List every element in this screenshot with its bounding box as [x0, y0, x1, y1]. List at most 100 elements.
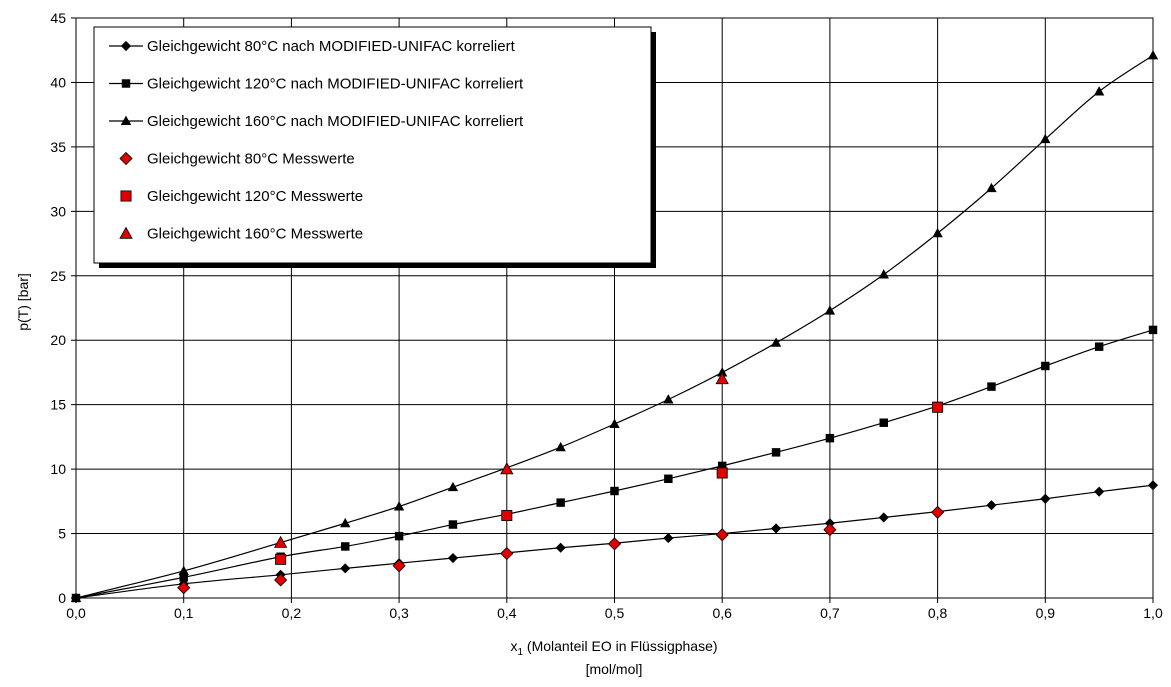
data-point	[556, 498, 565, 507]
y-tick-label: 20	[50, 332, 66, 348]
data-point	[986, 182, 997, 193]
data-point	[878, 269, 889, 279]
y-tick-label: 10	[50, 461, 66, 477]
data-point	[663, 394, 674, 404]
data-point	[448, 520, 458, 529]
data-point	[1040, 493, 1051, 504]
y-tick-label: 35	[50, 139, 66, 155]
data-point	[987, 382, 996, 391]
data-point	[607, 537, 622, 551]
y-tick-label: 25	[50, 268, 66, 284]
legend-marker	[120, 190, 132, 202]
data-point	[664, 474, 673, 484]
y-tick-label: 5	[58, 526, 66, 542]
legend-label: Gleichgewicht 120°C Messwerte	[147, 188, 363, 205]
data-point	[341, 542, 350, 551]
series-6	[273, 372, 729, 548]
data-point	[1041, 361, 1050, 371]
data-point	[715, 372, 729, 385]
data-point	[1094, 342, 1104, 351]
x-axis-title-subscript: 1	[517, 647, 523, 658]
data-point	[931, 505, 945, 519]
data-point	[932, 401, 944, 413]
data-point	[879, 418, 888, 427]
legend-label: Gleichgewicht 160°C Messwerte	[147, 226, 363, 243]
data-point	[986, 500, 997, 511]
series-4	[177, 505, 945, 595]
legend-marker	[119, 151, 133, 166]
data-point	[340, 563, 351, 574]
data-point	[1147, 50, 1159, 60]
data-point	[824, 305, 836, 315]
series-5	[275, 401, 944, 565]
legend-label: Gleichgewicht 120°C nach MODIFIED-UNIFAC…	[147, 76, 524, 93]
data-point	[555, 441, 566, 452]
x-tick-label: 0,3	[389, 605, 409, 621]
legend-marker	[120, 115, 132, 125]
data-point	[878, 512, 889, 523]
legend-box	[93, 26, 652, 264]
data-point	[932, 227, 943, 238]
series-layer	[70, 50, 1159, 604]
x-tick-label: 0,5	[605, 605, 625, 621]
x-axis-ticks: 0,0 0,1 0,2 0,3 0,4 0,5 0,6 0,7 0,8 0,9 1,0	[66, 598, 1163, 621]
data-point	[770, 337, 782, 347]
legend-label: Gleichgewicht 80°C Messwerte	[147, 151, 355, 168]
data-point	[1094, 486, 1105, 497]
data-point	[771, 448, 781, 457]
data-point	[340, 517, 351, 528]
data-point	[823, 523, 837, 537]
x-tick-label: 0,6	[712, 605, 732, 621]
data-point	[825, 433, 835, 443]
data-point	[178, 565, 189, 575]
data-point	[393, 501, 405, 511]
data-point	[273, 535, 288, 548]
x-tick-label: 0,9	[1036, 605, 1056, 621]
legend-item-3: Gleichgewicht 160°C nach MODIFIED-UNIFAC…	[109, 113, 524, 130]
data-point	[1147, 480, 1159, 491]
legend-item-6: Gleichgewicht 160°C Messwerte	[119, 226, 363, 243]
y-tick-label: 15	[50, 397, 66, 413]
data-point	[716, 467, 728, 479]
x-axis-title-var: x	[510, 638, 517, 654]
data-point	[770, 523, 782, 534]
data-point	[177, 581, 191, 595]
x-tick-label: 0,7	[820, 605, 840, 621]
legend-label: Gleichgewicht 80°C nach MODIFIED-UNIFAC …	[147, 38, 516, 55]
legend-item-2: Gleichgewicht 120°C nach MODIFIED-UNIFAC…	[109, 76, 524, 93]
data-point	[663, 533, 674, 544]
x-axis-title-line2: [mol/mol]	[586, 661, 643, 677]
legend-item-5: Gleichgewicht 120°C Messwerte	[120, 188, 363, 205]
data-point	[609, 418, 620, 429]
data-point	[447, 552, 459, 564]
legend-item-1: Gleichgewicht 80°C nach MODIFIED-UNIFAC …	[109, 38, 516, 55]
legend-marker	[121, 79, 131, 88]
data-point	[501, 510, 513, 522]
data-point	[447, 481, 459, 492]
y-tick-label: 45	[50, 10, 66, 26]
legend: Gleichgewicht 80°C nach MODIFIED-UNIFAC …	[93, 26, 656, 268]
x-tick-label: 0,2	[282, 605, 302, 621]
y-axis-title: p(T) [bar]	[15, 273, 31, 331]
y-tick-label: 40	[50, 74, 66, 90]
legend-marker	[120, 40, 132, 52]
y-tick-label: 30	[50, 203, 66, 219]
y-axis-ticks: 0 5 10 15 20 25 30 35 40 45	[50, 10, 76, 606]
data-point	[275, 553, 287, 565]
data-point	[610, 486, 619, 496]
x-tick-label: 0,8	[928, 605, 948, 621]
y-tick-label: 0	[58, 590, 66, 606]
x-tick-label: 0,0	[66, 605, 86, 621]
data-point	[394, 531, 404, 541]
data-point	[715, 528, 729, 542]
x-axis-title-text: (Molanteil EO in Flüssigphase)	[523, 638, 718, 654]
data-point	[555, 542, 566, 553]
data-point	[392, 559, 406, 573]
x-tick-label: 0,1	[174, 605, 194, 621]
data-point	[500, 546, 514, 561]
legend-label: Gleichgewicht 160°C nach MODIFIED-UNIFAC…	[147, 113, 524, 130]
data-point	[1093, 86, 1105, 96]
data-point	[1040, 133, 1051, 144]
legend-item-4: Gleichgewicht 80°C Messwerte	[119, 151, 355, 168]
